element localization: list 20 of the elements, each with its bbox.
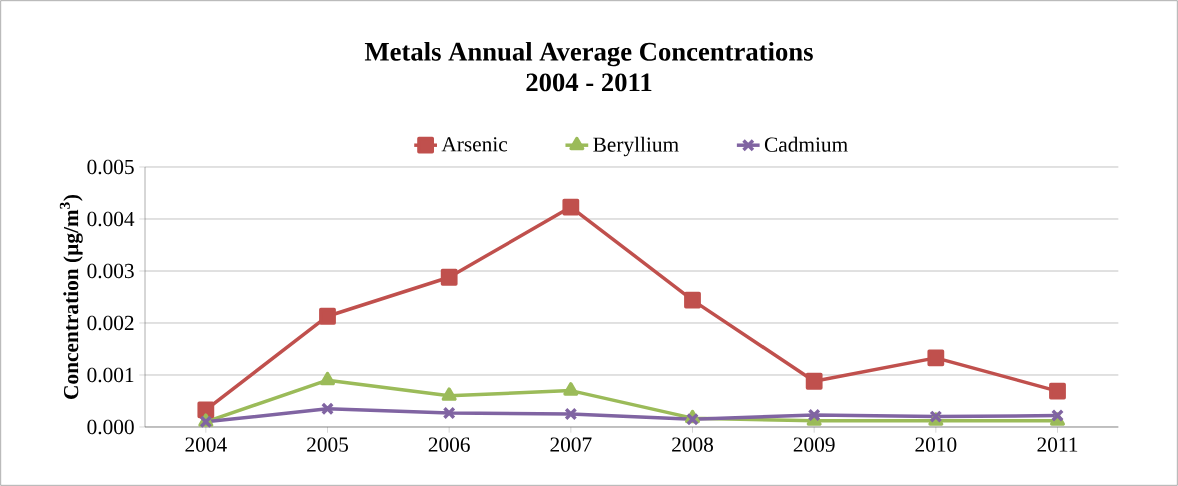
y-tick-label: 0.002 (87, 315, 134, 331)
legend-label: Arsenic (441, 137, 508, 152)
x-tick-label: 2011 (1037, 437, 1078, 452)
legend-label: Cadmium (764, 136, 848, 152)
y-tick-label: 0.001 (87, 367, 134, 383)
y-tick-label: 0.003 (87, 263, 134, 279)
x-tick-label: 2006 (428, 437, 470, 452)
x-tick-label: 2008 (672, 437, 714, 452)
x-tick-label: 2004 (185, 437, 227, 452)
y-axis-title: Concentration (µg/m$^{3}$) (59, 195, 83, 399)
y-tick-label: 0.005 (87, 159, 134, 175)
chart-subtitle: 2004 - 2011 (526, 73, 652, 92)
x-tick-label: 2005 (307, 437, 348, 452)
legend-label: Beryllium (593, 136, 679, 157)
chart-title: Metals Annual Average Concentrations (364, 41, 813, 67)
y-tick-label: 0.004 (87, 211, 135, 227)
x-tick-label: 2007 (550, 437, 592, 452)
y-tick-label: 0.000 (87, 419, 134, 435)
x-tick-label: 2010 (915, 437, 957, 452)
x-tick-label: 2009 (793, 437, 835, 452)
